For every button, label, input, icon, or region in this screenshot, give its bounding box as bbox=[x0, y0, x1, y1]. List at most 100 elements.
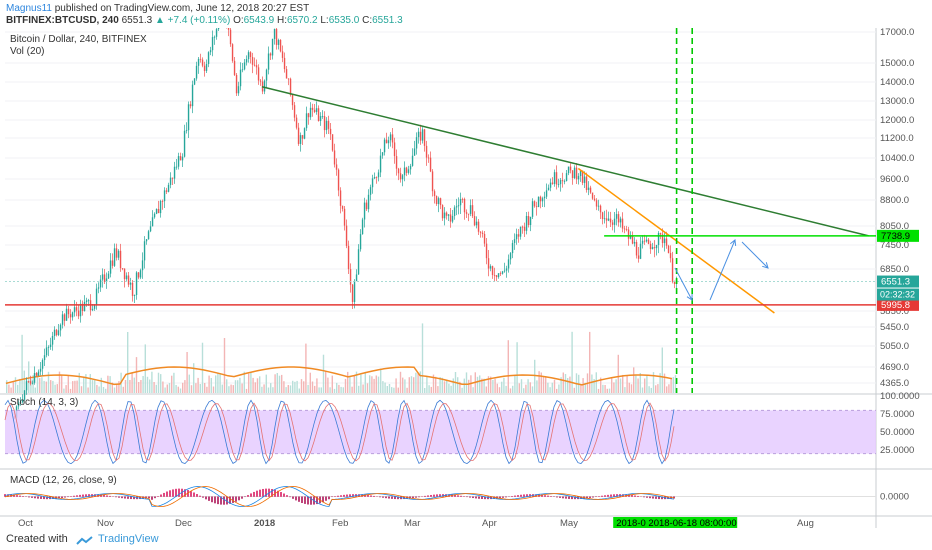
candle-body bbox=[75, 307, 78, 311]
candle-body bbox=[187, 104, 190, 131]
volume-bar bbox=[65, 385, 67, 393]
candle-body bbox=[327, 120, 330, 129]
candle-body bbox=[79, 303, 82, 317]
candle-body bbox=[567, 166, 570, 174]
volume-bar bbox=[91, 380, 94, 393]
macd-histogram-bar bbox=[460, 495, 462, 497]
candle-body bbox=[243, 62, 246, 70]
symbol-name[interactable]: BITFINEX:BTCUSD, 240 bbox=[6, 15, 119, 26]
candle-body bbox=[153, 213, 156, 218]
candle-body bbox=[613, 218, 616, 225]
candle-body bbox=[497, 273, 500, 278]
macd-histogram-bar bbox=[247, 495, 249, 497]
candle-body bbox=[413, 148, 416, 156]
volume-bar bbox=[276, 373, 278, 393]
macd-histogram-bar bbox=[379, 496, 381, 498]
candle-body bbox=[127, 275, 130, 285]
candle-body bbox=[603, 218, 606, 220]
candle-body bbox=[73, 307, 76, 313]
volume-bar bbox=[507, 340, 509, 393]
candle-body bbox=[169, 177, 172, 185]
volume-bar bbox=[39, 378, 41, 393]
macd-histogram-bar bbox=[520, 494, 522, 497]
candle-body bbox=[561, 180, 564, 182]
macd-histogram-bar bbox=[580, 496, 582, 499]
candle-body bbox=[173, 166, 176, 179]
candle-body bbox=[625, 228, 628, 230]
volume-bar bbox=[314, 385, 316, 393]
macd-histogram-bar bbox=[340, 495, 342, 497]
volume-bar bbox=[58, 371, 61, 393]
volume-bar bbox=[562, 372, 564, 393]
volume-bar bbox=[107, 375, 109, 393]
volume-bar bbox=[371, 376, 373, 393]
volume-bar bbox=[589, 331, 591, 393]
publish-info: published on TradingView.com, June 12, 2… bbox=[51, 3, 310, 14]
volume-bar bbox=[56, 384, 58, 393]
last-price-badge bbox=[877, 275, 919, 288]
candle-body bbox=[77, 310, 80, 317]
macd-histogram-bar bbox=[643, 496, 645, 498]
volume-bar bbox=[421, 323, 424, 393]
volume-bar bbox=[129, 380, 131, 393]
volume-bar bbox=[197, 377, 199, 393]
macd-histogram-bar bbox=[223, 496, 225, 505]
volume-bar bbox=[503, 377, 505, 393]
candle-body bbox=[431, 171, 434, 192]
candle-body bbox=[665, 238, 668, 246]
volume-bar bbox=[637, 378, 639, 393]
candle-body bbox=[599, 205, 602, 213]
volume-bar bbox=[12, 381, 14, 393]
candle-body bbox=[671, 258, 674, 282]
time-tick-label: Aug bbox=[797, 518, 814, 528]
volume-bar bbox=[217, 373, 219, 393]
up-arrow-icon: ▲ bbox=[154, 15, 165, 26]
volume-bar bbox=[289, 385, 292, 393]
candle-body bbox=[487, 258, 490, 269]
candle-body bbox=[445, 212, 448, 216]
chart-canvas[interactable]: Stoch (14, 3, 3) 100.0000 75.0000 50.0000 25… bbox=[0, 28, 932, 528]
candle-body bbox=[333, 150, 336, 165]
volume-bar bbox=[375, 375, 377, 393]
downtrend-line bbox=[261, 86, 869, 237]
volume-bar bbox=[624, 387, 626, 393]
candle-body bbox=[397, 168, 400, 174]
projection-arrow-head bbox=[762, 262, 769, 269]
tradingview-brand[interactable]: TradingView bbox=[98, 533, 159, 545]
macd-histogram-bar bbox=[208, 496, 210, 501]
candle-body bbox=[365, 202, 368, 210]
volume-bar bbox=[347, 371, 349, 393]
volume-bar bbox=[448, 383, 450, 393]
candle-body bbox=[71, 312, 74, 318]
macd-histogram-bar bbox=[370, 495, 372, 497]
volume-bar bbox=[83, 377, 85, 393]
candle-body bbox=[455, 206, 458, 208]
stoch-tick-label: 25.0000 bbox=[880, 445, 914, 456]
candle-body bbox=[543, 196, 546, 199]
volume-bar bbox=[377, 376, 380, 393]
price-tick-label: 9600.0 bbox=[880, 174, 909, 185]
macd-histogram-bar bbox=[70, 496, 72, 497]
author-link[interactable]: Magnus11 bbox=[6, 3, 52, 14]
time-tick-label: Oct bbox=[18, 518, 33, 528]
volume-bar bbox=[529, 382, 531, 393]
candle-body bbox=[37, 371, 40, 376]
volume-bar bbox=[133, 377, 135, 393]
volume-bar bbox=[206, 386, 208, 393]
macd-histogram-bar bbox=[613, 494, 615, 497]
macd-histogram-bar bbox=[154, 496, 156, 499]
volume-bar bbox=[567, 378, 569, 393]
macd-histogram-bar bbox=[52, 496, 54, 499]
macd-histogram-bar bbox=[109, 495, 111, 497]
macd-histogram-bar bbox=[673, 496, 675, 499]
macd-histogram-bar bbox=[505, 496, 507, 498]
candle-body bbox=[191, 84, 194, 107]
macd-histogram-bar bbox=[454, 494, 456, 497]
volume-bar bbox=[369, 375, 371, 393]
volume-bar bbox=[635, 375, 637, 393]
macd-histogram-bar bbox=[646, 496, 648, 498]
candle-body bbox=[133, 294, 136, 296]
macd-histogram-bar bbox=[409, 496, 411, 499]
volume-bar bbox=[116, 383, 118, 393]
volume-bar bbox=[241, 383, 243, 393]
